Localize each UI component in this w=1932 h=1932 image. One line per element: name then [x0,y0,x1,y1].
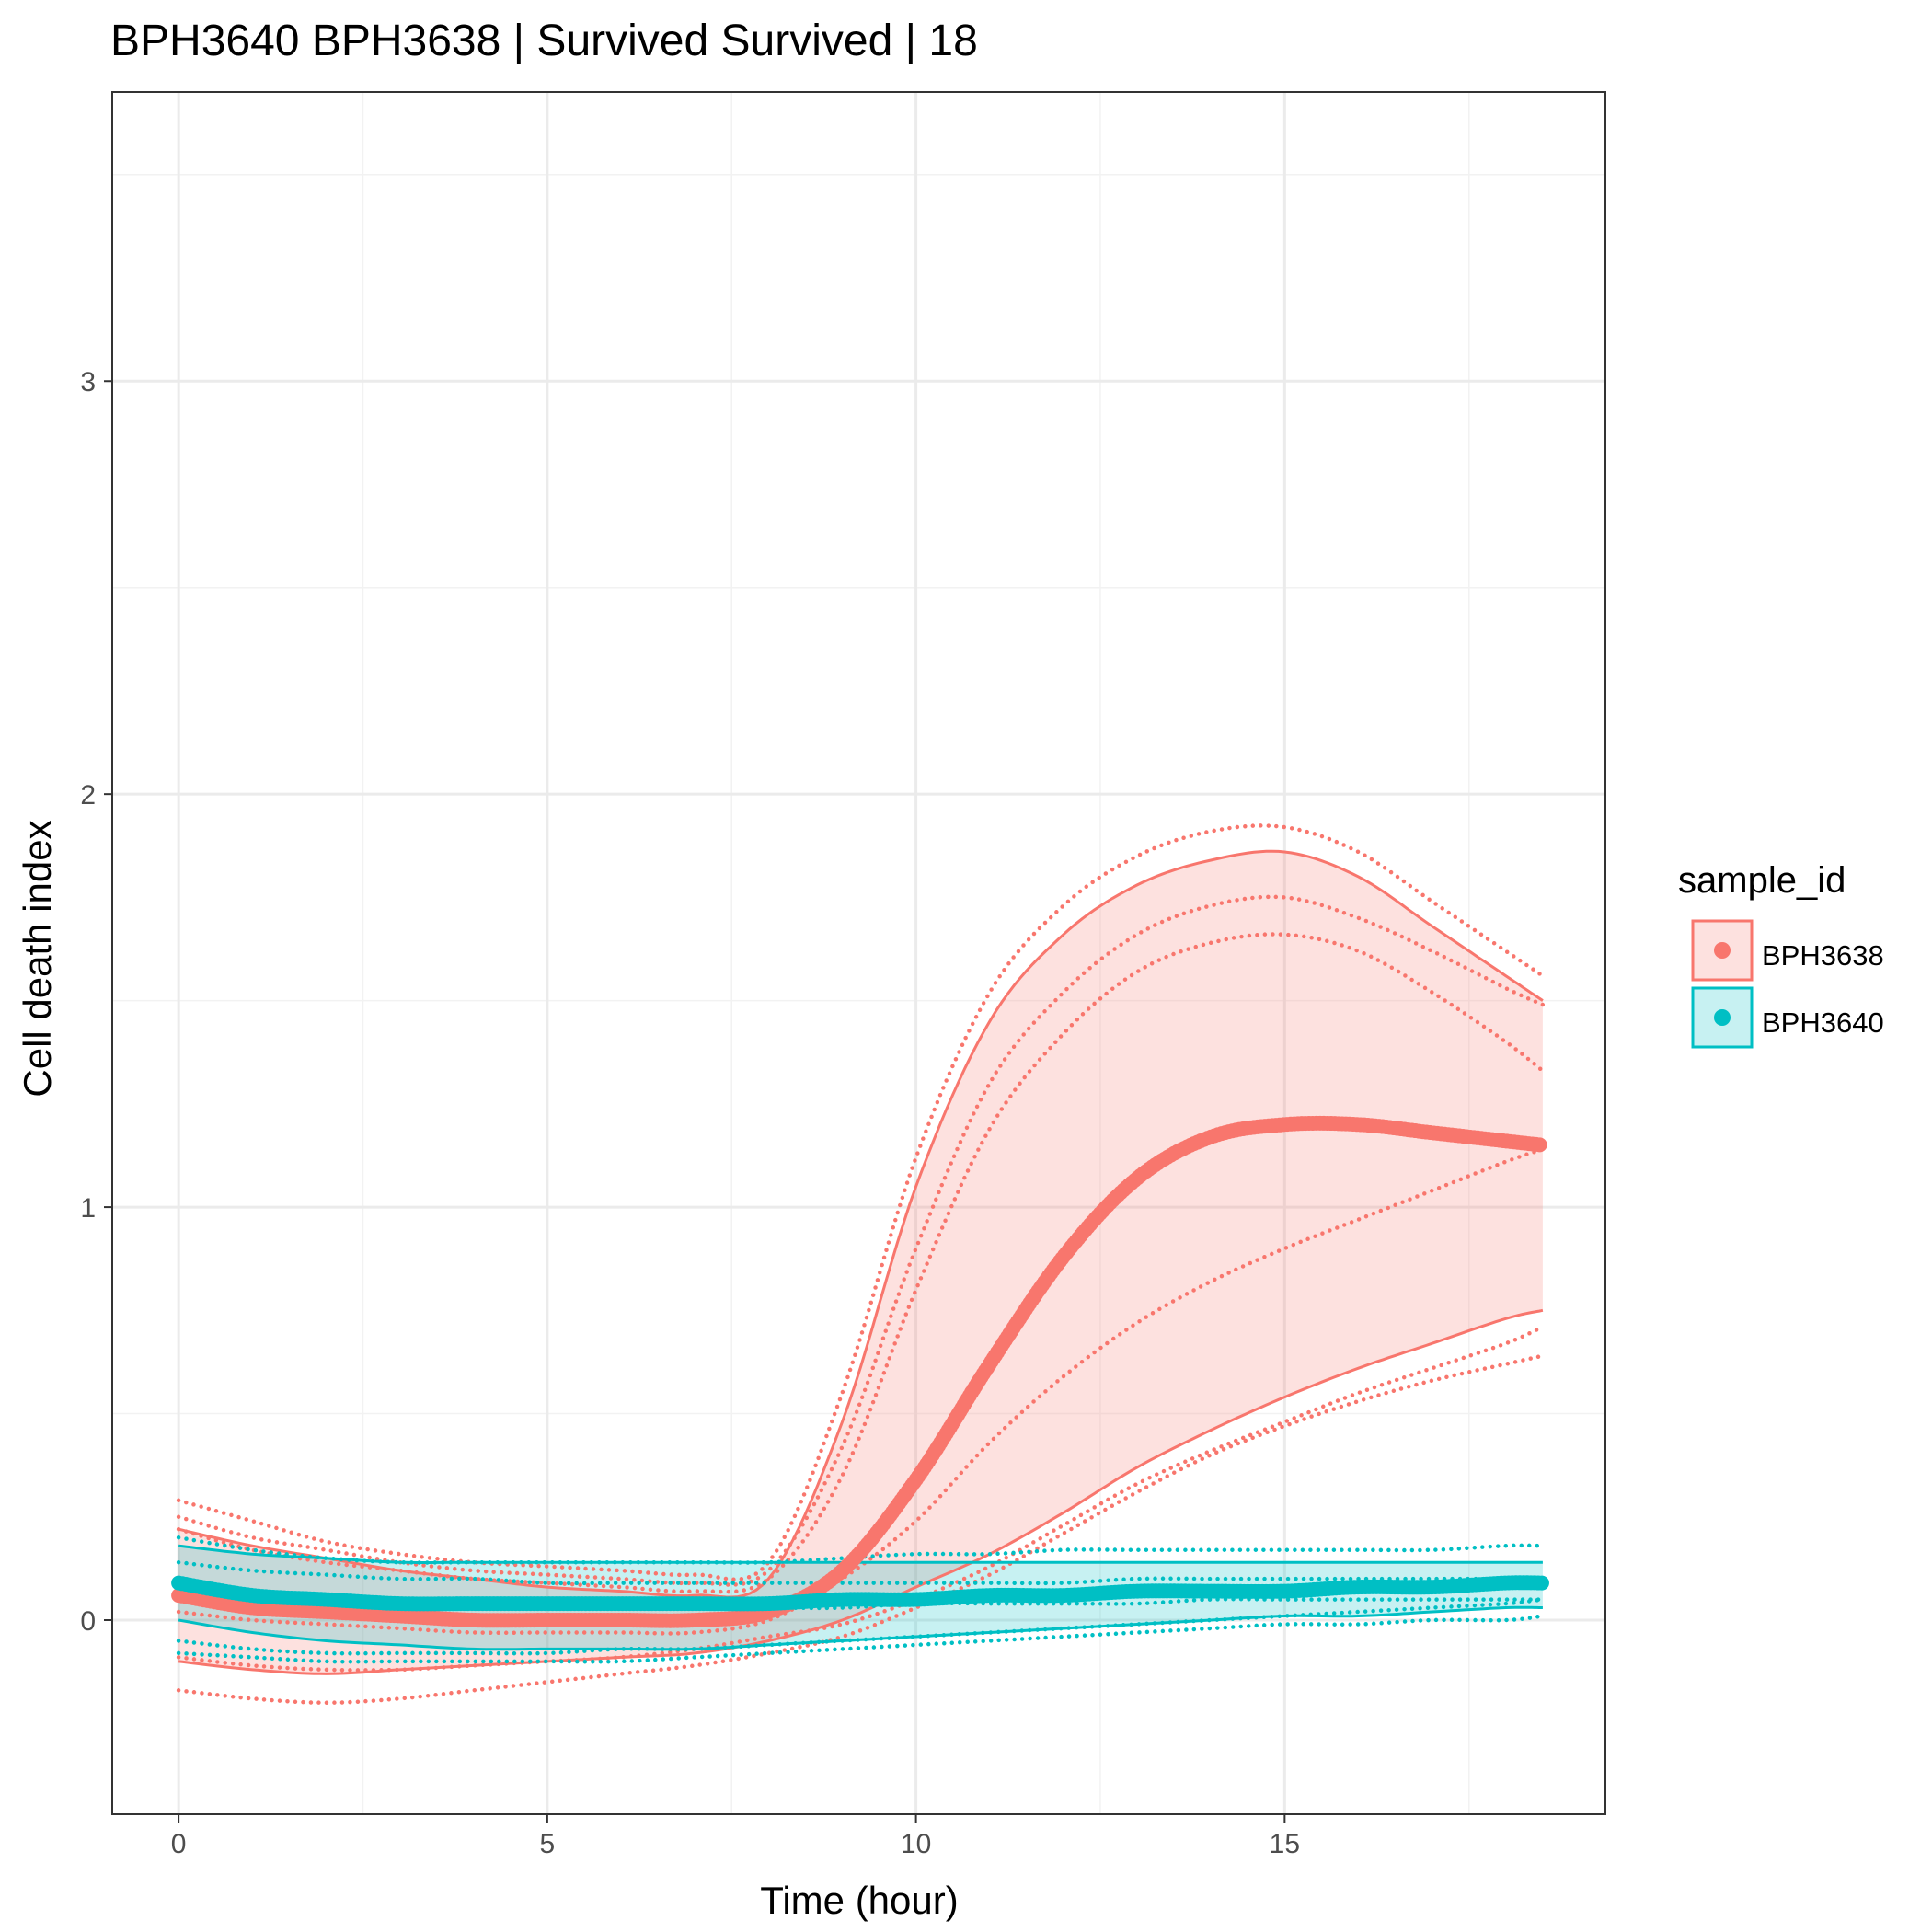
legend-dot-BPH3640 [1714,1009,1731,1026]
legend-keys [1691,919,1754,1049]
dotted-line-BPH3638-2 [176,932,1546,1594]
dotted-line-BPH3638-0 [176,823,1546,1582]
ribbon-BPH3638 [178,851,1543,1674]
chart-title: BPH3640 BPH3638 | Survived Survived | 18 [110,17,978,65]
y-tick-label: 2 [80,780,96,811]
y-tick-label: 0 [80,1606,96,1637]
mean-line-BPH3640 [171,1575,1550,1612]
x-tick-label: 15 [1270,1829,1300,1859]
dotted-line-BPH3638-4 [176,1325,1546,1673]
dotted-line-BPH3638-5 [176,1353,1546,1706]
plot-area: 0 5 10 15 0 1 2 3 [80,91,1606,1859]
y-axis-title: Cell death index [16,820,59,1097]
dotted-line-BPH3640-4 [176,1597,1546,1656]
dotted-line-BPH3640-0 [176,1535,1546,1565]
legend-label-1: BPH3640 [1762,1006,1884,1039]
mean-line-BPH3638 [171,1115,1550,1628]
legend-label-0: BPH3638 [1762,939,1884,972]
dotted-line-BPH3640-1 [176,1559,1546,1586]
x-tick-label: 5 [540,1829,556,1859]
x-tick-label: 10 [901,1829,931,1859]
y-tick-label: 1 [80,1193,96,1224]
legend-title: sample_id [1678,860,1846,901]
legend-dot-BPH3638 [1714,942,1731,959]
panel-border [111,91,1606,1815]
x-axis-title: Time (hour) [760,1879,958,1922]
dotted-line-BPH3640-3 [176,1614,1546,1664]
solid-line-BPH3638-0 [178,849,1544,1599]
x-tick-label: 0 [171,1829,187,1859]
panel-background [112,92,1605,1814]
y-tick-label: 3 [80,367,96,397]
dotted-line-BPH3638-3 [176,1146,1546,1636]
solid-line-BPH3640-1 [178,1605,1543,1651]
